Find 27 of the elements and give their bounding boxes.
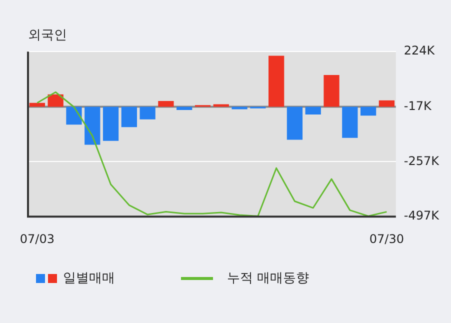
bar (286, 106, 303, 140)
bar (232, 106, 248, 110)
bar (66, 106, 82, 125)
bar (29, 102, 46, 107)
bar (305, 106, 321, 115)
bar (84, 106, 100, 145)
bar (378, 100, 395, 107)
bar (158, 101, 174, 107)
bar (48, 94, 64, 107)
bar (176, 106, 192, 110)
bar (213, 104, 229, 107)
x-tick-label: 07/30 (369, 232, 404, 246)
y-tick-label: -497K (404, 208, 440, 223)
legend-label: 누적 매매동향 (227, 270, 310, 287)
bar (342, 106, 358, 138)
bar (102, 106, 119, 141)
legend-label: 일별매매 (63, 270, 115, 287)
y-tick-label: -17K (404, 98, 432, 113)
bar (360, 106, 376, 116)
bar (140, 106, 156, 120)
y-tick-label: -257K (404, 154, 440, 168)
chart-title: 외국인 (28, 28, 67, 44)
bar (121, 106, 137, 128)
bar (268, 56, 284, 107)
y-tick-label: 224K (404, 44, 436, 58)
x-tick-label: 07/03 (20, 232, 54, 246)
bar (324, 74, 340, 107)
